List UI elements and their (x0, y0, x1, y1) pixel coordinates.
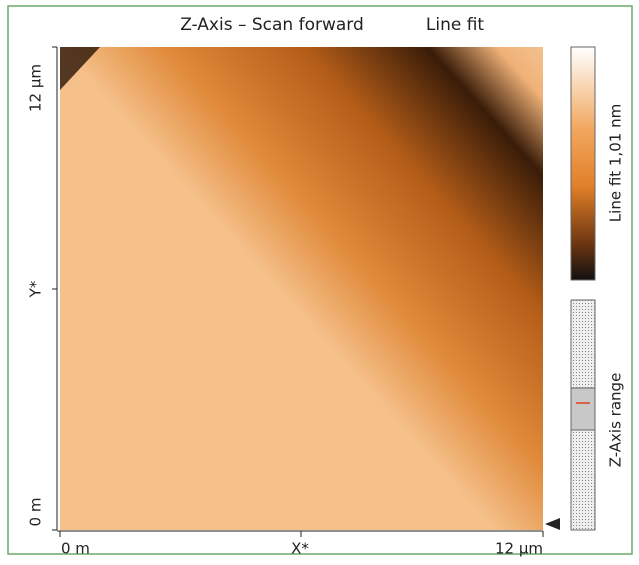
scan-window: Z-Axis – Scan forward Line fit 12 µm Y* … (0, 0, 639, 565)
y-start-label: 0 m (27, 498, 45, 527)
x-axis-label: X* (291, 540, 309, 558)
colorbar (571, 47, 595, 280)
range-pointer[interactable] (545, 518, 560, 530)
x-end-label: 12 µm (495, 540, 543, 558)
range-label: Z-Axis range (607, 373, 625, 468)
title: Z-Axis – Scan forward (180, 15, 364, 35)
colorbar-label: Line fit 1,01 nm (607, 104, 625, 222)
range-window[interactable] (571, 388, 595, 430)
y-axis-label: Y* (27, 280, 45, 298)
x-start-label: 0 m (61, 540, 90, 558)
subtitle: Line fit (426, 15, 485, 35)
y-end-label: 12 µm (27, 64, 45, 112)
scan-image[interactable] (60, 47, 543, 530)
